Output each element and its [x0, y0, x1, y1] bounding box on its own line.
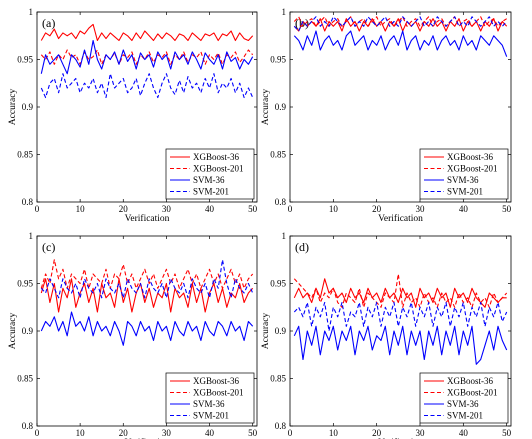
x-tick-label: 30 — [416, 428, 426, 438]
y-tick-label: 0.8 — [22, 197, 34, 207]
x-tick-label: 40 — [205, 428, 215, 438]
y-tick-label: 1 — [29, 231, 34, 241]
x-tick-label: 0 — [288, 428, 293, 438]
series-line-xgboost-36 — [40, 278, 254, 313]
y-tick-label: 0.85 — [270, 374, 286, 384]
y-tick-label: 0.8 — [275, 197, 287, 207]
y-axis-label: Accuracy — [261, 89, 271, 126]
x-tick-label: 50 — [248, 204, 258, 214]
series-line-svm-201 — [40, 259, 254, 299]
legend-label: SVM-201 — [447, 187, 483, 197]
legend-label: SVM-36 — [447, 175, 479, 185]
legend-label: XGBoost-36 — [447, 376, 494, 386]
y-tick-label: 1 — [282, 231, 287, 241]
series-line-svm-36 — [40, 39, 254, 75]
legend-label: XGBoost-201 — [447, 388, 498, 398]
x-tick-label: 0 — [288, 204, 293, 214]
series-line-svm-201 — [40, 73, 254, 99]
y-tick-label: 0.9 — [22, 102, 34, 112]
legend-label: SVM-36 — [193, 175, 225, 185]
x-tick-label: 40 — [205, 204, 215, 214]
series-line-xgboost-36 — [293, 18, 508, 32]
x-tick-label: 10 — [329, 428, 339, 438]
y-axis-label: Accuracy — [8, 313, 18, 350]
legend-label: SVM-201 — [193, 187, 229, 197]
y-tick-label: 0.85 — [17, 374, 33, 384]
chart-panel-2: 0 10 20 30 40 50 0.8 0.85 0.9 0.95 1 Verification Ac… — [261, 7, 512, 224]
y-tick-label: 1 — [282, 7, 287, 17]
x-axis-label: Verification — [125, 437, 170, 439]
x-tick-label: 20 — [119, 428, 129, 438]
x-tick-label: 20 — [372, 204, 382, 214]
series-line-xgboost-36 — [40, 23, 254, 42]
x-axis-label: Verification — [125, 213, 170, 224]
legend-label: XGBoost-36 — [193, 152, 240, 162]
series-line-svm-201 — [293, 16, 508, 32]
series-line-svm-36 — [40, 311, 254, 346]
x-tick-label: 0 — [35, 204, 40, 214]
x-tick-label: 10 — [76, 428, 86, 438]
legend-label: XGBoost-36 — [193, 376, 240, 386]
y-axis-label: Accuracy — [261, 313, 271, 350]
legend-label: XGBoost-201 — [193, 388, 244, 398]
chart-panel-4: 0 10 20 30 40 50 0.8 0.85 0.9 0.95 1 Verification Ac… — [261, 231, 512, 439]
x-tick-label: 30 — [162, 204, 172, 214]
y-tick-label: 0.95 — [17, 55, 33, 65]
x-tick-label: 50 — [502, 204, 512, 214]
y-tick-label: 0.9 — [275, 326, 287, 336]
series-line-xgboost-201 — [293, 273, 508, 308]
x-tick-label: 50 — [248, 428, 258, 438]
x-axis-label: Verification — [378, 437, 423, 439]
legend-label: XGBoost-36 — [447, 152, 494, 162]
series-line-svm-36 — [293, 325, 508, 365]
y-tick-label: 0.8 — [275, 421, 287, 431]
x-tick-label: 50 — [502, 428, 512, 438]
x-tick-label: 20 — [372, 428, 382, 438]
legend-label: SVM-201 — [447, 411, 483, 421]
panel-label: (d) — [295, 240, 309, 254]
legend-label: SVM-36 — [193, 399, 225, 409]
y-tick-label: 0.95 — [17, 279, 33, 289]
x-tick-label: 40 — [459, 428, 469, 438]
y-tick-label: 0.9 — [275, 102, 287, 112]
x-tick-label: 20 — [119, 204, 129, 214]
legend-label: SVM-36 — [447, 399, 479, 409]
panel-label: (a) — [42, 16, 55, 30]
chart-panel-3: 0 10 20 30 40 50 0.8 0.85 0.9 0.95 1 Verification Ac… — [8, 231, 258, 439]
series-line-xgboost-201 — [40, 259, 254, 289]
y-tick-label: 0.95 — [270, 55, 286, 65]
y-tick-label: 1 — [29, 7, 34, 17]
y-tick-label: 0.9 — [22, 326, 34, 336]
x-tick-label: 10 — [329, 204, 339, 214]
y-tick-label: 0.85 — [17, 150, 33, 160]
y-tick-label: 0.8 — [22, 421, 34, 431]
x-tick-label: 10 — [76, 204, 86, 214]
series-line-svm-201 — [293, 301, 508, 332]
x-axis-label: Verification — [378, 213, 423, 224]
x-tick-label: 40 — [459, 204, 469, 214]
panel-label: (c) — [42, 240, 55, 254]
y-tick-label: 0.95 — [270, 279, 286, 289]
chart-panel-1: 0 10 20 30 40 50 0.8 0.85 0.9 0.95 1 Verification Ac… — [8, 7, 258, 224]
legend-label: XGBoost-201 — [447, 164, 498, 174]
y-axis-label: Accuracy — [8, 89, 18, 126]
series-line-xgboost-201 — [40, 49, 254, 65]
x-tick-label: 30 — [162, 428, 172, 438]
x-tick-label: 0 — [35, 428, 40, 438]
legend-label: SVM-201 — [193, 411, 229, 421]
series-line-svm-36 — [293, 30, 508, 57]
x-tick-label: 30 — [416, 204, 426, 214]
series-line-xgboost-36 — [293, 278, 507, 308]
legend-label: XGBoost-201 — [193, 164, 244, 174]
y-tick-label: 0.85 — [270, 150, 286, 160]
